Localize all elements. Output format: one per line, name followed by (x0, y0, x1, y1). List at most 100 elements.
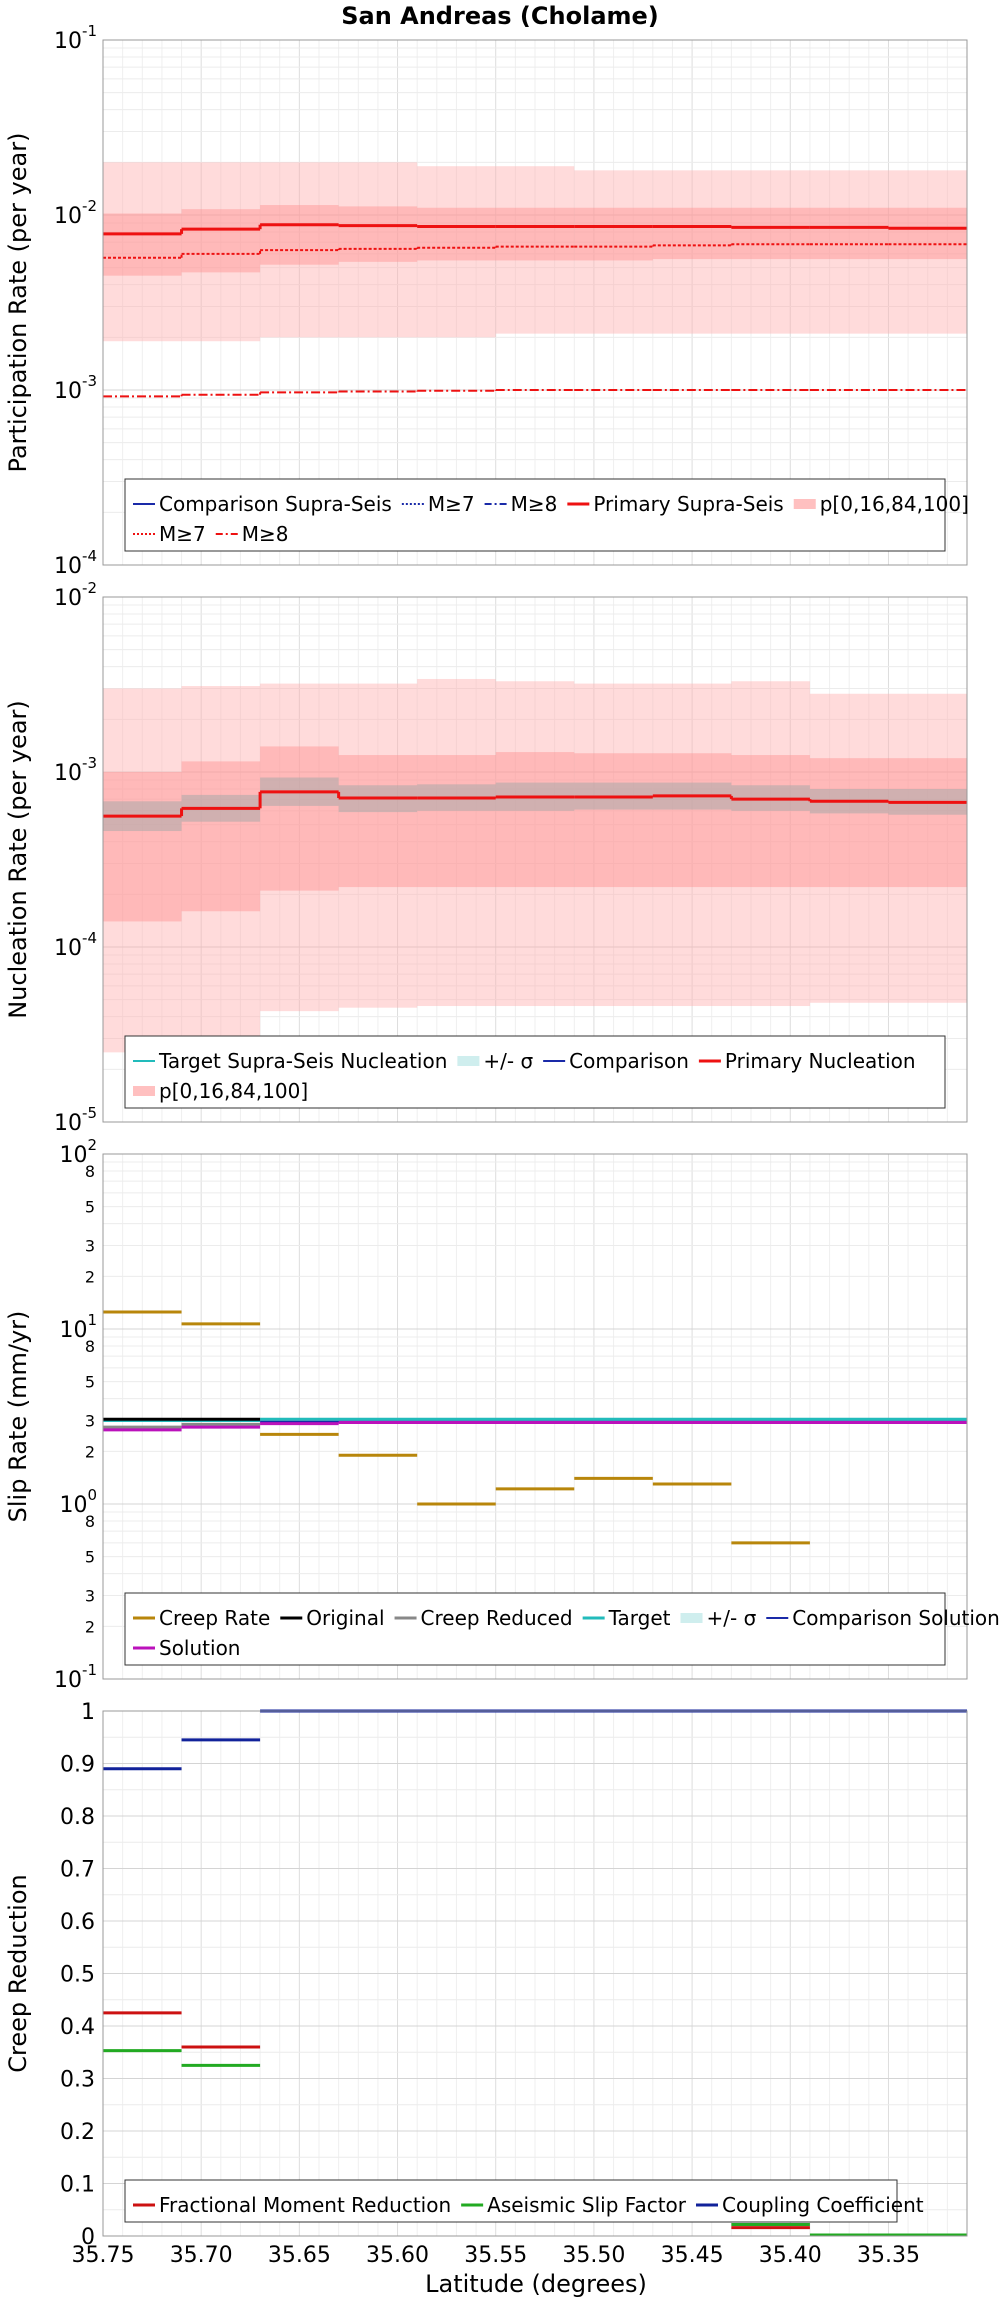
tick-exponent: -4 (82, 929, 97, 947)
band-bin (652, 683, 732, 1007)
band-bin (574, 683, 653, 1007)
legend: Target Supra-Seis Nucleation +/- σ Compari… (124, 1035, 946, 1109)
y-axis-label: Creep Reduction (4, 1874, 32, 2072)
band-bin (417, 166, 496, 338)
y-tick-label: 0.4 (60, 2015, 95, 2040)
series-m-8 (103, 389, 967, 398)
y-tick-label: 10-2 (54, 197, 97, 229)
legend-label: Target (608, 1606, 671, 1630)
series-primary-nucleation (103, 790, 967, 818)
y-minor-tick-label: 8 (85, 1337, 95, 1356)
tick-base: 10 (54, 1668, 82, 1693)
band-bin (574, 170, 653, 334)
tick-base: 10 (54, 936, 82, 961)
legend-label: M≥7 (159, 522, 206, 546)
band-bin (338, 206, 418, 262)
legend: Creep Rate Original Creep Reduced Target +/-… (124, 1592, 1000, 1666)
y-minor-tick-label: 2 (85, 1617, 95, 1636)
y-tick-label: 0.5 (60, 1963, 95, 1988)
band-bin (181, 686, 261, 1044)
band-bin (103, 213, 182, 276)
legend-box (124, 1592, 946, 1666)
band-bin (888, 207, 967, 260)
band-bin (809, 758, 889, 888)
x-tick-label: 35.40 (759, 2243, 822, 2268)
legend-label: M≥8 (511, 492, 558, 516)
band-bin (731, 755, 810, 888)
series-creep-rate (103, 1310, 810, 1545)
tick-base: 10 (54, 586, 82, 611)
band-bin (495, 166, 575, 334)
y-tick-label: 0 (81, 2225, 95, 2250)
band-bin (495, 752, 575, 888)
band-bin (260, 746, 339, 891)
band-bin (260, 205, 339, 265)
tick-exponent: 1 (87, 1311, 97, 1329)
band-bin (181, 209, 261, 273)
tick-exponent: 0 (87, 1486, 97, 1504)
x-axis-label: Latitude (degrees) (425, 2270, 647, 2298)
y-tick-label: 0.1 (60, 2173, 95, 2198)
band-bin (731, 207, 810, 260)
x-ticks: 35.75 35.70 35.65 35.60 35.55 35.50 35.45 35.40… (72, 2243, 920, 2268)
band-bin (652, 207, 732, 260)
chart-title: San Andreas (Cholame) (341, 2, 659, 30)
y-tick-label: 0.3 (60, 2068, 95, 2093)
y-tick-label: 0.7 (60, 1858, 95, 1883)
legend-label: Creep Rate (159, 1606, 270, 1630)
y-tick-label: 0.9 (60, 1753, 95, 1778)
band-bin (809, 170, 889, 334)
band-bin (338, 755, 418, 888)
legend-label: Primary Supra-Seis (593, 492, 783, 516)
y-axis-label: Participation Rate (per year) (4, 133, 32, 473)
y-axis-label: Nucleation Rate (per year) (4, 700, 32, 1019)
x-tick-label: 35.65 (268, 2243, 331, 2268)
y-minor-tick-label: 5 (85, 1548, 95, 1567)
band-bin (181, 162, 261, 342)
y-minor-tick-label: 8 (85, 1512, 95, 1531)
tick-base: 10 (59, 1493, 87, 1518)
band-bin (809, 693, 889, 1003)
series-fractional-moment-reduction (103, 2011, 810, 2230)
series-m-7 (103, 243, 967, 259)
tick-exponent: 2 (87, 1136, 97, 1154)
legend-label: Aseismic Slip Factor (487, 2193, 687, 2217)
tick-exponent: -3 (82, 372, 97, 390)
band-bin (888, 758, 967, 888)
y-tick-label: 102 (59, 1136, 97, 1168)
y-tick-label: 10-3 (54, 754, 97, 786)
legend-label: Original (306, 1606, 384, 1630)
y-tick-label: 0.6 (60, 1910, 95, 1935)
y-minor-tick-label: 2 (85, 1442, 95, 1461)
band-bin (809, 207, 889, 260)
tick-exponent: -2 (82, 197, 97, 215)
band-1 (103, 678, 967, 1053)
y-ticks: 0 0.1 0.2 0.3 0.4 0.5 0.6 0.7 0.8 0.9 1 (60, 1700, 95, 2250)
legend-label: Primary Nucleation (725, 1049, 916, 1073)
band-bin (888, 693, 967, 1003)
y-tick-label: 100 (59, 1486, 97, 1518)
x-tick-label: 35.60 (366, 2243, 429, 2268)
legend-box (124, 478, 946, 552)
tick-base: 10 (59, 1318, 87, 1343)
x-tick-label: 35.50 (562, 2243, 625, 2268)
y-tick-label: 101 (59, 1311, 97, 1343)
tick-exponent: -3 (82, 754, 97, 772)
plot-frame (102, 1710, 968, 2237)
legend-label: +/- σ (483, 1049, 533, 1073)
y-minor-tick-label: 5 (85, 1198, 95, 1217)
y-tick-label: 10-5 (54, 1104, 97, 1136)
y-tick-label: 0.2 (60, 2120, 95, 2145)
band-bin (652, 170, 732, 334)
band-bin (338, 683, 418, 1008)
x-tick-label: 35.35 (857, 2243, 920, 2268)
legend: Comparison Supra-Seis M≥7 M≥8 Primary Supra… (124, 478, 969, 552)
tick-exponent: -2 (82, 579, 97, 597)
x-tick-label: 35.55 (464, 2243, 527, 2268)
